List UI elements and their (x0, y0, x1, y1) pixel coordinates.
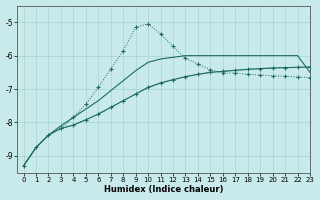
X-axis label: Humidex (Indice chaleur): Humidex (Indice chaleur) (104, 185, 223, 194)
